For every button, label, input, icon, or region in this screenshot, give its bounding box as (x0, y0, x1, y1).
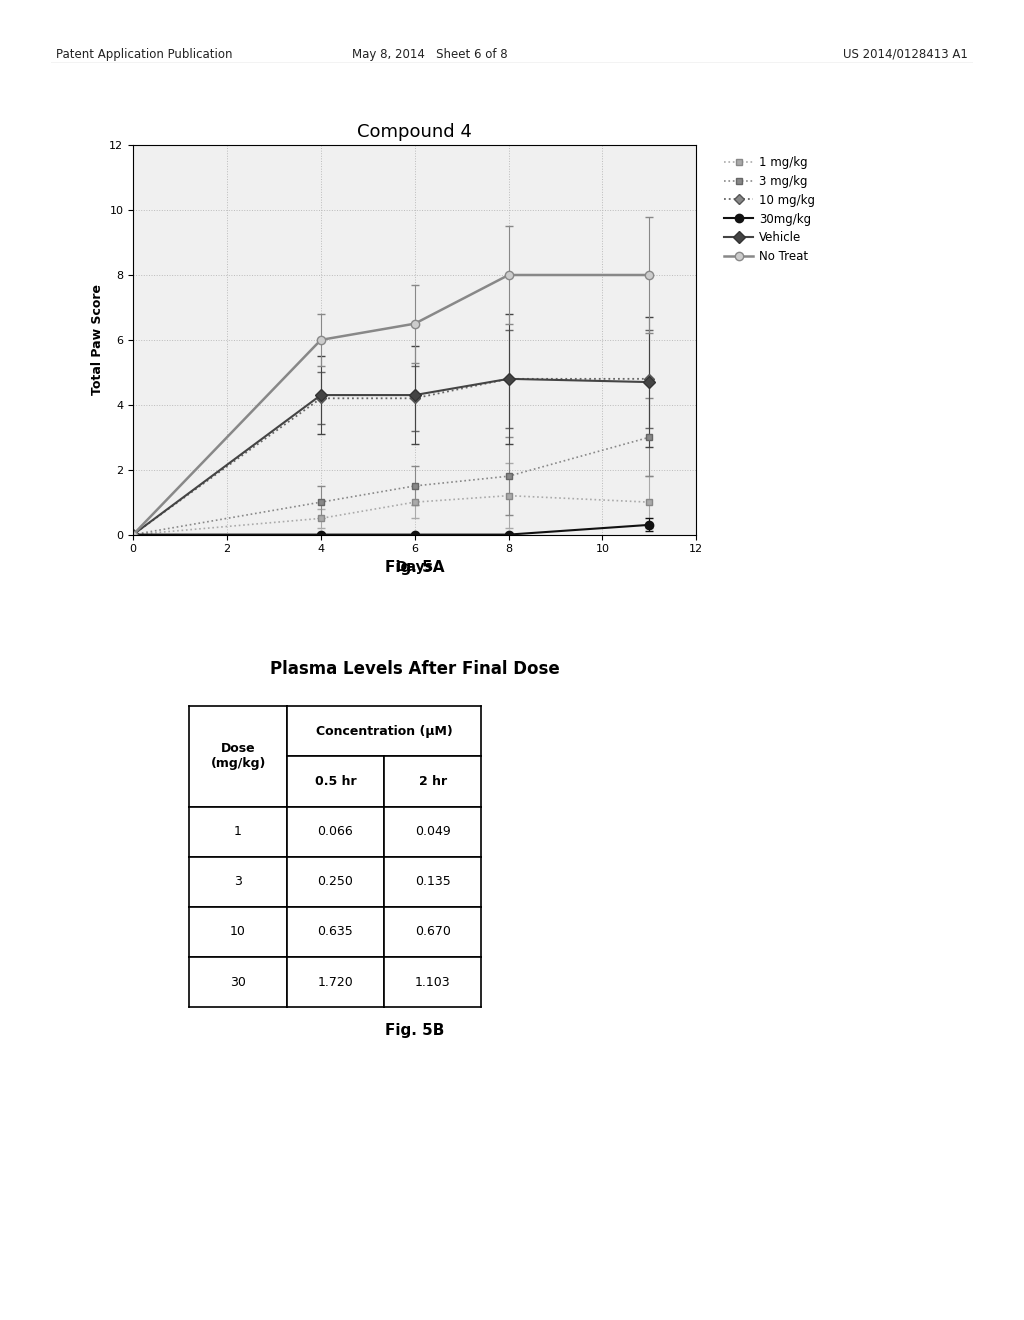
Text: May 8, 2014   Sheet 6 of 8: May 8, 2014 Sheet 6 of 8 (352, 48, 508, 61)
Text: 3: 3 (234, 875, 242, 888)
Text: 0.135: 0.135 (415, 875, 451, 888)
Text: Patent Application Publication: Patent Application Publication (56, 48, 232, 61)
Text: Fig. 5B: Fig. 5B (385, 1023, 444, 1038)
Text: 1.103: 1.103 (415, 975, 451, 989)
Text: 0.250: 0.250 (317, 875, 353, 888)
Text: 10: 10 (230, 925, 246, 939)
Text: 1: 1 (234, 825, 242, 838)
Text: Concentration (μM): Concentration (μM) (315, 725, 453, 738)
Text: Dose
(mg/kg): Dose (mg/kg) (210, 742, 266, 771)
Text: US 2014/0128413 A1: US 2014/0128413 A1 (843, 48, 968, 61)
Legend: 1 mg/kg, 3 mg/kg, 10 mg/kg, 30mg/kg, Vehicle, No Treat: 1 mg/kg, 3 mg/kg, 10 mg/kg, 30mg/kg, Veh… (719, 150, 820, 268)
Text: 0.066: 0.066 (317, 825, 353, 838)
Text: 30: 30 (230, 975, 246, 989)
Text: 0.635: 0.635 (317, 925, 353, 939)
Text: 0.670: 0.670 (415, 925, 451, 939)
X-axis label: Days: Days (396, 560, 433, 574)
Y-axis label: Total Paw Score: Total Paw Score (91, 284, 103, 396)
Text: 0.049: 0.049 (415, 825, 451, 838)
Text: Plasma Levels After Final Dose: Plasma Levels After Final Dose (270, 660, 559, 678)
Text: 2 hr: 2 hr (419, 775, 446, 788)
Text: 0.5 hr: 0.5 hr (314, 775, 356, 788)
Text: Fig. 5A: Fig. 5A (385, 560, 444, 574)
Title: Compound 4: Compound 4 (357, 123, 472, 141)
Text: 1.720: 1.720 (317, 975, 353, 989)
